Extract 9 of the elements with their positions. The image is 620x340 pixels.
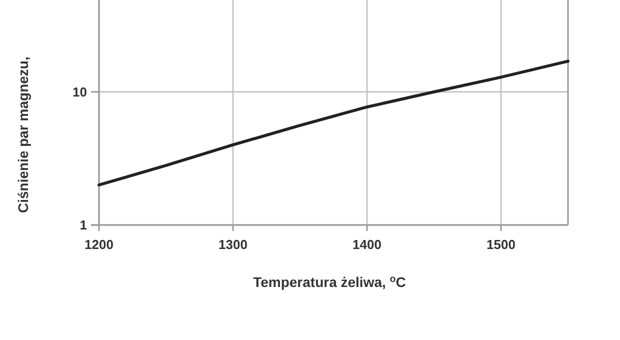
x-axis-title: Temperatura żeliwa, $^{o}$C	[253, 274, 406, 290]
x-tick-label: 1200	[84, 237, 114, 252]
x-tick-label: 1400	[352, 237, 382, 252]
y-axis-title: Ciśnienie par magnezu,	[15, 56, 31, 213]
x-tick-label: 1500	[486, 237, 516, 252]
line-series	[98, 60, 570, 186]
y-tick-label: 1	[80, 218, 87, 233]
y-tick-label: 10	[72, 84, 87, 100]
x-tick-label: 1300	[218, 237, 248, 252]
